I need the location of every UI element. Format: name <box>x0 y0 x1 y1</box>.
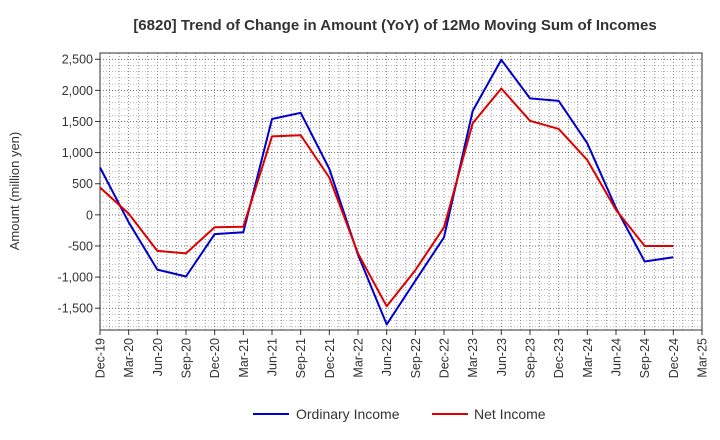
plot-background <box>100 53 702 330</box>
x-tick-label: Dec-21 <box>323 338 337 378</box>
y-axis-label: Amount (million yen) <box>7 132 22 251</box>
x-tick-label: Jun-22 <box>380 338 394 376</box>
x-tick-label: Sep-24 <box>638 338 652 378</box>
y-tick-label: 500 <box>72 177 93 191</box>
y-tick-label: 0 <box>86 208 93 222</box>
y-tick-label: 1,500 <box>62 115 93 129</box>
x-tick-label: Sep-22 <box>409 338 423 378</box>
x-tick-label: Jun-23 <box>495 338 509 376</box>
series-line-net-income <box>99 87 674 308</box>
x-tick-label: Dec-22 <box>438 338 452 378</box>
x-tick-label: Dec-24 <box>667 338 681 378</box>
x-tick-label: Dec-20 <box>208 338 222 378</box>
x-tick-label: Mar-20 <box>122 338 136 378</box>
x-tick-label: Jun-20 <box>151 338 165 376</box>
x-tick-label: Dec-23 <box>552 338 566 378</box>
x-tick-label: Sep-23 <box>524 338 538 378</box>
legend-label-net-income: Net Income <box>474 406 546 422</box>
series-line-ordinary-income <box>99 58 674 326</box>
x-tick-label: Sep-20 <box>180 338 194 378</box>
x-tick-label: Mar-22 <box>352 338 366 378</box>
legend-label-ordinary-income: Ordinary Income <box>296 406 400 422</box>
x-tick-label: Mar-24 <box>581 338 595 378</box>
x-tick-label: Jun-24 <box>610 338 624 376</box>
plot-border <box>99 52 703 331</box>
x-tick-label: Mar-25 <box>696 338 710 378</box>
x-tick-label: Dec-19 <box>94 338 108 378</box>
legend: Ordinary Income Net Income <box>253 406 546 422</box>
y-tick-label: 2,000 <box>62 84 93 98</box>
chart-title: [6820] Trend of Change in Amount (YoY) o… <box>133 17 656 34</box>
y-tick-label: 1,000 <box>62 146 93 160</box>
plot-area: -1,500 -1,000 -500 0 500 1,000 1,500 2,000 2,500… <box>58 52 710 378</box>
y-tick-label: -1,000 <box>58 271 93 285</box>
y-tick-label: -500 <box>68 239 93 253</box>
x-tick-label: Sep-21 <box>294 338 308 378</box>
x-tick-label: Jun-21 <box>266 338 280 376</box>
y-tick-label: -1,500 <box>58 302 93 316</box>
x-tick-label: Mar-23 <box>466 338 480 378</box>
y-tick-label: 2,500 <box>62 53 93 67</box>
x-tick-label: Mar-21 <box>237 338 251 378</box>
